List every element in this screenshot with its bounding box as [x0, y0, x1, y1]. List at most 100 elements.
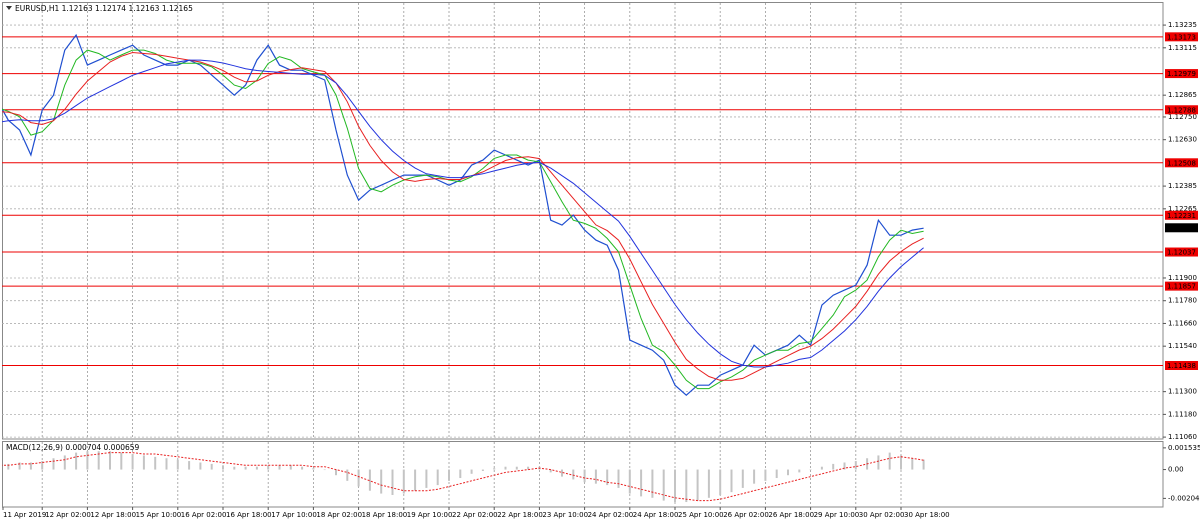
x-tick-label: 18 Apr 02:00 [316, 511, 362, 519]
histogram-bar [18, 462, 21, 470]
x-tick-label: 29 Apr 10:00 [814, 511, 860, 519]
histogram-bar [685, 469, 688, 503]
x-tick-label: 26 Apr 02:00 [723, 511, 769, 519]
y-tick-label: 1.13235 [1168, 21, 1197, 29]
histogram-bar [86, 451, 89, 470]
level-label: 1.12508 [1167, 159, 1196, 167]
histogram-bar [346, 469, 349, 481]
menu-icon[interactable] [6, 6, 12, 10]
histogram-bar [493, 468, 496, 470]
histogram-bar [606, 469, 609, 486]
level-label: 1.12979 [1167, 70, 1196, 78]
histogram-bar [628, 469, 631, 494]
histogram-bar [97, 451, 100, 470]
histogram-bar [651, 469, 654, 498]
histogram-bar [753, 469, 756, 484]
level-label-box [1165, 281, 1198, 291]
x-tick-label: 16 Apr 18:00 [226, 511, 272, 519]
histogram-bar [707, 469, 710, 498]
x-tick-label: 22 Apr 02:00 [452, 511, 498, 519]
histogram-bar [391, 469, 394, 495]
y-tick-label: 1.12630 [1168, 136, 1197, 144]
y-tick-label: 1.12750 [1168, 113, 1197, 121]
y-tick-label: 1.13115 [1168, 44, 1197, 52]
histogram-bar [798, 469, 801, 473]
histogram-bar [120, 452, 123, 470]
x-tick-label: 30 Apr 02:00 [859, 511, 905, 519]
histogram-bar [832, 463, 835, 470]
level-label-box [1165, 247, 1198, 257]
level-label: 1.12788 [1167, 106, 1196, 114]
histogram-bar [75, 452, 78, 470]
histogram-bar [222, 465, 224, 470]
level-label: 1.11438 [1167, 362, 1196, 370]
x-tick-label: 25 Apr 10:00 [678, 511, 724, 519]
histogram-bar [323, 469, 326, 471]
level-label-box [1165, 158, 1198, 168]
histogram-bar [696, 469, 699, 501]
histogram-bar [730, 469, 733, 493]
histogram-bar [368, 469, 371, 491]
y-tick-label: 0.001535 [1168, 444, 1200, 452]
histogram-bar [154, 456, 157, 470]
x-tick-label: 11 Apr 2019 [3, 511, 46, 519]
histogram-bar [820, 466, 823, 470]
price-plot [2, 33, 1163, 397]
macd-plot [2, 451, 925, 503]
histogram-bar [414, 469, 417, 491]
y-tick-label: 1.11300 [1168, 388, 1197, 396]
histogram-bar [459, 469, 462, 479]
level-label-box [1165, 360, 1198, 370]
histogram-bar [674, 469, 676, 503]
histogram-bar [165, 458, 168, 470]
histogram-bar [142, 455, 145, 470]
histogram-bar [583, 469, 586, 483]
y-tick-label: 1.12265 [1168, 205, 1197, 213]
level-label-box [1165, 105, 1198, 115]
histogram-bar [922, 459, 925, 470]
y-tick-label: 1.11780 [1168, 297, 1197, 305]
histogram-bar [289, 465, 292, 470]
y-tick-label: -0.002041 [1168, 494, 1200, 502]
histogram-bar [176, 459, 179, 470]
histogram-bar [63, 455, 66, 470]
y-tick-label: 1.11660 [1168, 319, 1197, 327]
x-tick-label: 24 Apr 18:00 [633, 511, 679, 519]
current-price-label: 1.12165 [1167, 224, 1196, 232]
x-tick-label: 30 Apr 18:00 [904, 511, 950, 519]
x-tick-label: 15 Apr 10:00 [136, 511, 182, 519]
chart-title: EURUSD,H1 1.12163 1.12174 1.12163 1.1216… [15, 4, 193, 13]
histogram-bar [809, 469, 812, 471]
histogram-bar [911, 458, 914, 470]
histogram-bar [719, 469, 722, 495]
x-tick-label: 22 Apr 18:00 [497, 511, 543, 519]
histogram-bar [7, 463, 10, 470]
histogram-bar [29, 462, 32, 470]
histogram-bar [787, 469, 789, 476]
level-label: 1.11857 [1167, 283, 1196, 291]
histogram-bar [380, 469, 383, 494]
histogram-bar [662, 469, 665, 501]
histogram-bar [255, 466, 258, 470]
signal-line [2, 452, 924, 502]
x-tick-label: 17 Apr 10:00 [271, 511, 317, 519]
x-tick-label: 19 Apr 10:00 [407, 511, 453, 519]
histogram-bar [764, 469, 767, 481]
histogram-bar [527, 466, 530, 470]
histogram-bar [843, 462, 846, 470]
histogram-bar [561, 469, 563, 477]
level-label-box [1165, 32, 1198, 42]
histogram-bar [572, 469, 575, 480]
y-tick-label: 1.11060 [1168, 433, 1197, 441]
y-tick-label: 1.11180 [1168, 410, 1197, 418]
price-line [2, 59, 924, 368]
histogram-bar [515, 466, 518, 470]
x-tick-label: 23 Apr 10:00 [542, 511, 588, 519]
level-label: 1.12037 [1167, 249, 1196, 257]
price-line [2, 49, 924, 390]
x-tick-label: 12 Apr 02:00 [45, 511, 91, 519]
histogram-bar [267, 465, 270, 470]
histogram-bar [357, 469, 360, 487]
